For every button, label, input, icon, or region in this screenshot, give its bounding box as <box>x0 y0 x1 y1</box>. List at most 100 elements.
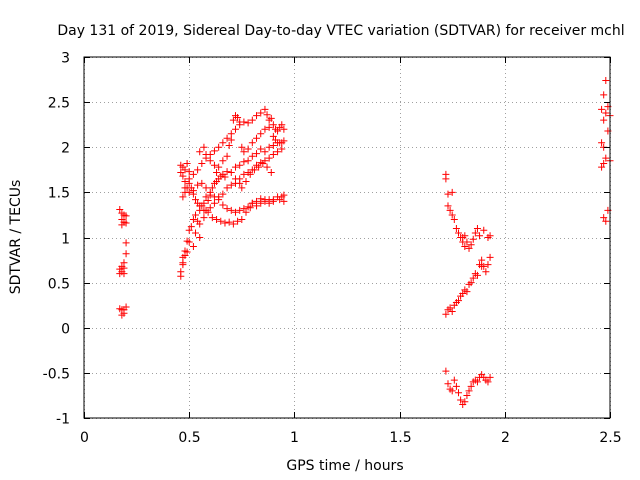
data-point <box>448 211 456 219</box>
data-point <box>265 123 273 131</box>
data-point <box>221 173 229 181</box>
data-point <box>219 201 227 209</box>
data-point <box>200 143 208 151</box>
data-point <box>185 188 193 196</box>
data-point <box>227 136 235 144</box>
data-point <box>442 367 450 375</box>
data-point <box>238 184 246 192</box>
data-point <box>238 143 246 151</box>
data-point <box>257 199 265 207</box>
data-point <box>280 197 288 205</box>
data-point <box>250 166 258 174</box>
data-points <box>116 76 614 408</box>
data-point <box>181 166 189 174</box>
data-point <box>238 215 246 223</box>
data-point <box>236 206 244 214</box>
y-tick-label: 2 <box>61 141 70 157</box>
data-point <box>196 148 204 156</box>
data-point <box>455 389 463 397</box>
data-point <box>200 214 208 222</box>
data-point <box>208 184 216 192</box>
x-tick-label: 2 <box>501 430 510 446</box>
data-point <box>442 175 450 183</box>
data-point <box>261 148 269 156</box>
data-point <box>219 139 227 147</box>
data-point <box>450 376 458 384</box>
data-point <box>461 398 469 406</box>
y-tick-label: 0.5 <box>48 277 70 293</box>
data-point <box>227 206 235 214</box>
data-point <box>248 199 256 207</box>
data-point <box>257 145 265 153</box>
data-point <box>189 215 197 223</box>
data-point <box>223 134 231 142</box>
data-point <box>244 119 252 127</box>
data-point <box>181 178 189 186</box>
data-point <box>602 217 610 225</box>
data-point <box>225 141 233 149</box>
data-point <box>602 154 610 162</box>
data-point <box>465 244 473 252</box>
data-point <box>467 382 475 390</box>
data-point <box>469 235 477 243</box>
x-tick-label: 1.5 <box>389 430 411 446</box>
data-point <box>248 116 256 124</box>
data-point <box>223 152 231 160</box>
x-tick-label: 2.5 <box>599 430 621 446</box>
data-point <box>227 181 235 189</box>
y-tick-label: 1 <box>61 232 70 248</box>
data-point <box>269 150 277 158</box>
data-point <box>253 202 261 210</box>
data-point <box>120 264 128 272</box>
x-tick-label: 0 <box>80 430 89 446</box>
data-point <box>227 169 235 177</box>
data-point <box>598 139 606 147</box>
data-point <box>482 268 490 276</box>
data-point <box>259 159 267 167</box>
data-point <box>269 141 277 149</box>
data-point <box>473 271 481 279</box>
data-point <box>446 304 454 312</box>
data-point <box>263 163 271 171</box>
data-point <box>194 166 202 174</box>
data-point <box>484 261 492 269</box>
data-point <box>210 161 218 169</box>
data-point <box>181 184 189 192</box>
x-axis-ticks: 0 0.5 1 1.5 2 2.5 <box>80 57 622 446</box>
data-point <box>185 238 193 246</box>
data-point <box>486 373 494 381</box>
data-point <box>234 217 242 225</box>
data-point <box>244 203 252 211</box>
data-point <box>280 191 288 199</box>
y-tick-label: 2.5 <box>48 96 70 112</box>
chart-title: Day 131 of 2019, Sidereal Day-to-day VTE… <box>57 23 624 39</box>
x-tick-label: 1 <box>290 430 299 446</box>
plot-frame <box>83 56 611 419</box>
data-point <box>278 145 286 153</box>
data-point <box>253 134 261 142</box>
data-point <box>280 125 288 133</box>
data-point <box>189 187 197 195</box>
data-point <box>229 220 237 228</box>
data-point <box>444 202 452 210</box>
data-point <box>187 223 195 231</box>
data-point <box>202 193 210 201</box>
data-point <box>231 175 239 183</box>
data-point <box>213 169 221 177</box>
data-point <box>223 168 231 176</box>
data-point <box>444 190 452 198</box>
data-point <box>463 238 471 246</box>
data-point <box>467 279 475 287</box>
data-point <box>473 378 481 386</box>
data-point <box>116 206 124 214</box>
data-point <box>196 202 204 210</box>
data-point <box>263 111 271 119</box>
data-point <box>248 139 256 147</box>
data-point <box>465 387 473 395</box>
data-point <box>183 159 191 167</box>
data-point <box>276 196 284 204</box>
data-point <box>179 193 187 201</box>
data-point <box>253 112 261 120</box>
data-point <box>192 229 200 237</box>
data-point <box>267 169 275 177</box>
